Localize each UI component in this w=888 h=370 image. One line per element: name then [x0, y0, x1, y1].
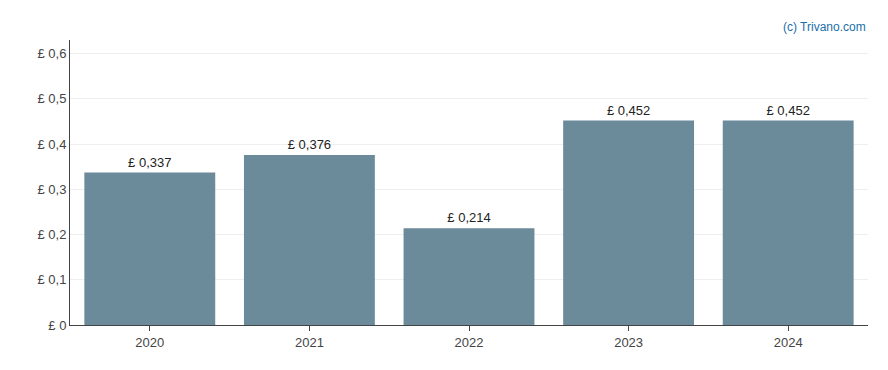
- svg-text:£ 0,452: £ 0,452: [767, 103, 810, 118]
- svg-text:£ 0,337: £ 0,337: [128, 155, 171, 170]
- svg-text:£ 0,3: £ 0,3: [37, 182, 66, 197]
- svg-text:£ 0,4: £ 0,4: [37, 137, 66, 152]
- svg-text:2021: 2021: [295, 335, 324, 350]
- svg-text:£ 0,214: £ 0,214: [447, 210, 490, 225]
- svg-text:2020: 2020: [135, 335, 164, 350]
- svg-text:£ 0,376: £ 0,376: [288, 137, 331, 152]
- svg-text:£ 0,5: £ 0,5: [37, 91, 66, 106]
- svg-text:2024: 2024: [774, 335, 803, 350]
- svg-text:2023: 2023: [614, 335, 643, 350]
- svg-text:(c) Trivano.com: (c) Trivano.com: [783, 20, 866, 34]
- svg-text:2022: 2022: [455, 335, 484, 350]
- svg-text:£ 0,452: £ 0,452: [607, 103, 650, 118]
- svg-text:£ 0,6: £ 0,6: [37, 46, 66, 61]
- svg-text:£ 0,1: £ 0,1: [37, 272, 66, 287]
- svg-text:£ 0: £ 0: [48, 318, 66, 333]
- svg-text:£ 0,2: £ 0,2: [37, 227, 66, 242]
